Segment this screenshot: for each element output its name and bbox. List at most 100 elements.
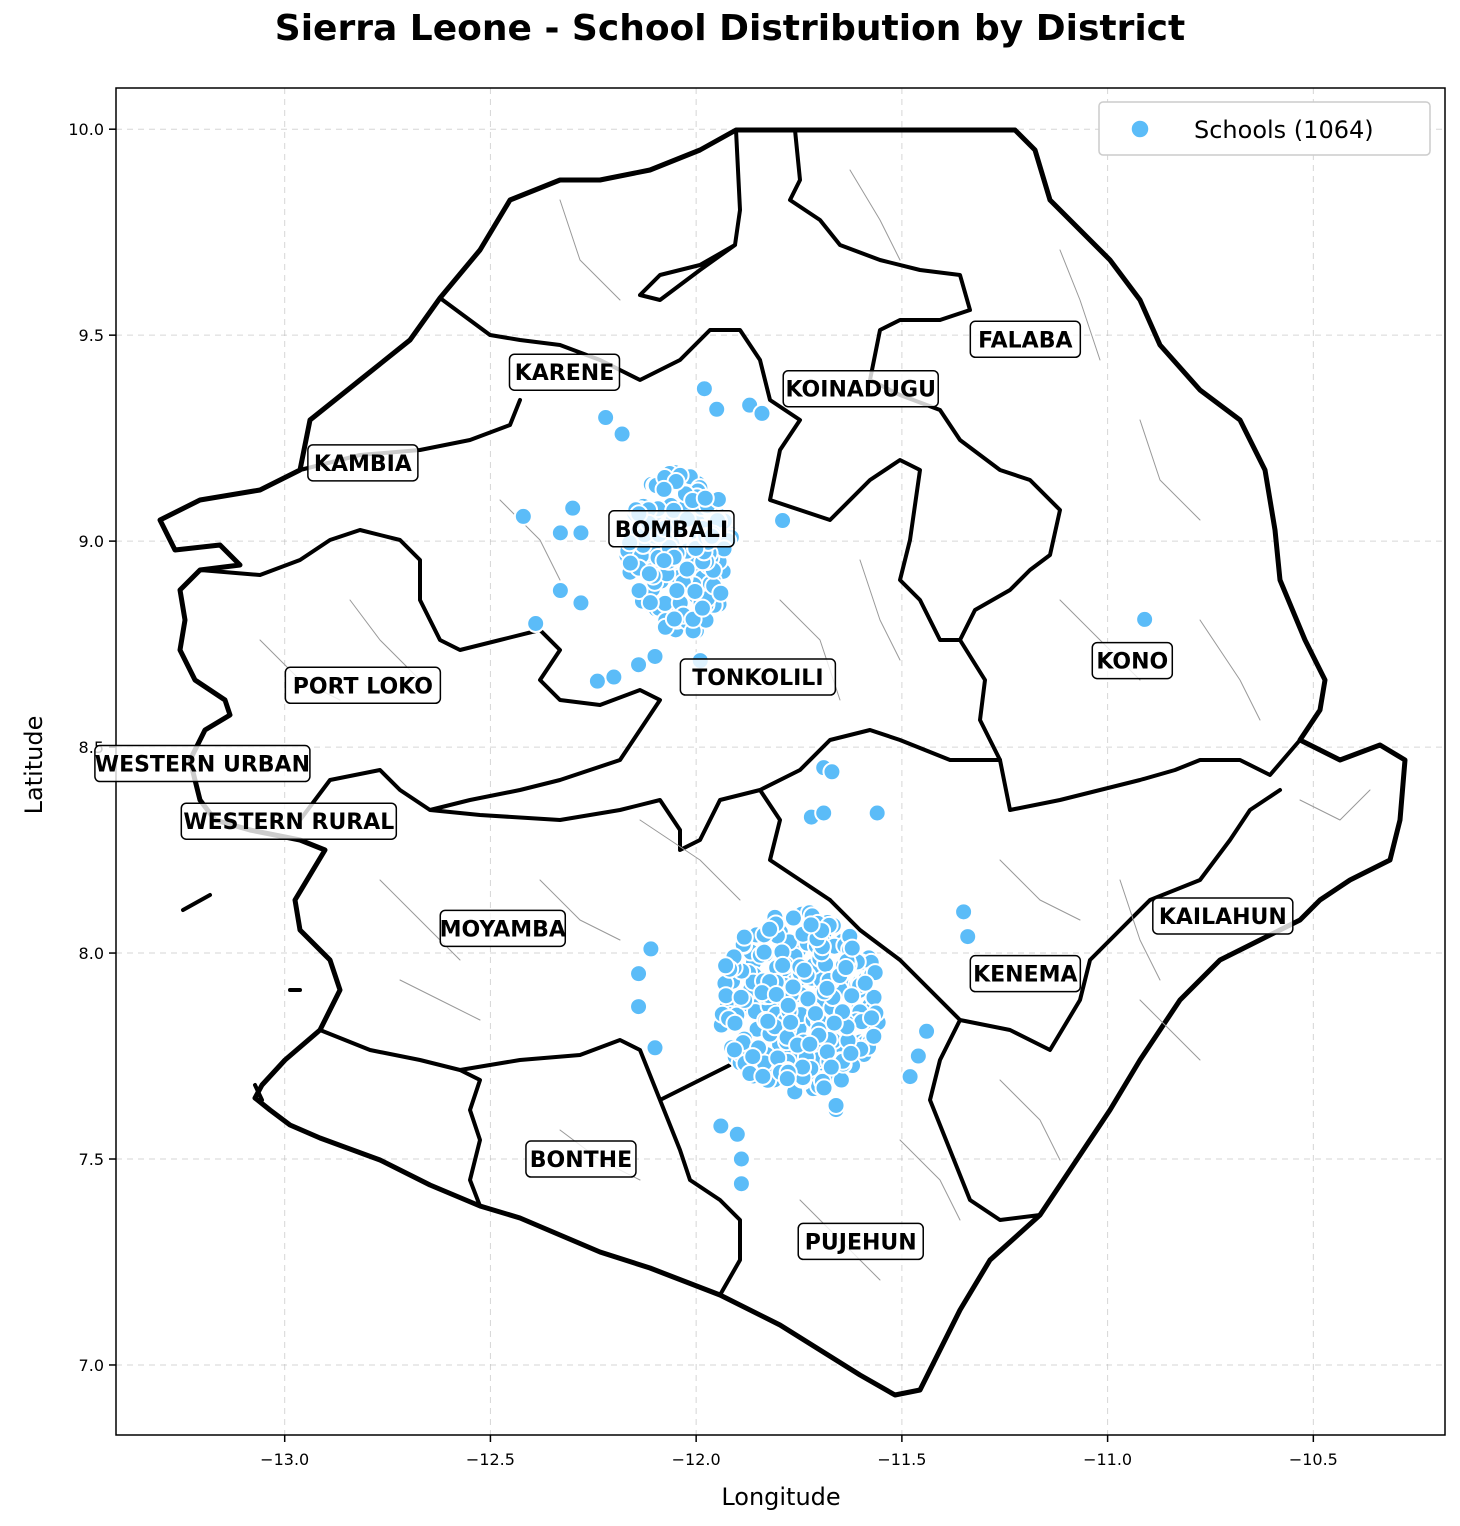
school-point bbox=[814, 803, 834, 823]
school-point bbox=[667, 581, 687, 601]
district-border-center bbox=[198, 296, 1002, 902]
school-point bbox=[862, 1008, 882, 1028]
school-point bbox=[783, 908, 803, 928]
district-label-box bbox=[525, 1140, 637, 1178]
school-point bbox=[842, 986, 862, 1006]
x-tick-label: −12.5 bbox=[466, 1450, 515, 1469]
school-point bbox=[629, 964, 649, 984]
district-boundaries bbox=[157, 127, 1408, 1398]
school-point bbox=[743, 1047, 763, 1067]
school-point bbox=[817, 978, 837, 998]
district-label: KENEMA bbox=[969, 954, 1082, 993]
school-point bbox=[620, 553, 640, 573]
district-label: BOMBALI bbox=[608, 510, 735, 548]
school-point bbox=[654, 551, 674, 571]
school-point bbox=[550, 581, 570, 601]
school-point bbox=[800, 1034, 820, 1054]
school-point bbox=[716, 956, 736, 976]
school-point bbox=[754, 942, 774, 962]
district-label: FALABA bbox=[969, 320, 1082, 359]
school-point bbox=[731, 1174, 751, 1194]
district-label-box bbox=[969, 954, 1082, 993]
legend: Schools (1064) bbox=[1098, 101, 1431, 156]
school-point bbox=[814, 1078, 834, 1098]
school-point bbox=[908, 1046, 928, 1066]
grid-lines bbox=[116, 88, 1445, 1435]
school-point bbox=[821, 1057, 841, 1077]
district-label-box bbox=[439, 909, 567, 948]
district-label-text: KAMBIA bbox=[314, 452, 412, 477]
school-point bbox=[766, 984, 786, 1004]
school-point bbox=[526, 614, 546, 634]
x-tick-label: −12.0 bbox=[672, 1450, 721, 1469]
coastal-islands bbox=[181, 893, 302, 1102]
school-point bbox=[758, 1011, 778, 1031]
x-tick-label: −10.5 bbox=[1289, 1450, 1338, 1469]
district-border-north bbox=[638, 128, 1302, 812]
y-tick-label: 9.0 bbox=[79, 532, 104, 551]
school-point bbox=[711, 1116, 731, 1136]
school-point bbox=[629, 655, 649, 675]
school-point bbox=[798, 989, 818, 1009]
school-point bbox=[783, 977, 803, 997]
y-tick-label: 8.0 bbox=[79, 944, 104, 963]
district-label-text: KONO bbox=[1096, 650, 1168, 675]
school-point bbox=[855, 973, 875, 993]
school-point bbox=[695, 488, 715, 508]
district-label-box bbox=[782, 369, 939, 408]
legend-label: Schools (1064) bbox=[1194, 116, 1374, 144]
y-tick-label: 7.5 bbox=[79, 1150, 104, 1169]
school-point bbox=[645, 646, 665, 666]
school-point bbox=[778, 995, 798, 1015]
legend-marker bbox=[1130, 119, 1150, 139]
school-point bbox=[781, 1012, 801, 1032]
district-label-box bbox=[508, 353, 621, 391]
district-label: BONTHE bbox=[525, 1140, 637, 1178]
district-label: TONKOLILI bbox=[679, 658, 837, 696]
school-point bbox=[801, 915, 821, 935]
district-label-box bbox=[284, 666, 442, 705]
school-point bbox=[958, 927, 978, 947]
school-point bbox=[900, 1067, 920, 1087]
district-label-text: MOYAMBA bbox=[440, 917, 566, 942]
district-label-box bbox=[679, 658, 837, 696]
legend-box bbox=[1098, 101, 1431, 156]
school-point bbox=[841, 1043, 861, 1063]
y-tick-label: 7.0 bbox=[79, 1356, 104, 1375]
district-label: PUJEHUN bbox=[797, 1222, 924, 1261]
school-point bbox=[571, 593, 591, 613]
school-point bbox=[654, 479, 674, 499]
district-label-text: BONTHE bbox=[530, 1148, 632, 1173]
district-label-box bbox=[307, 444, 419, 482]
school-point bbox=[864, 1026, 884, 1046]
district-label-text: KOINADUGU bbox=[786, 378, 936, 403]
school-point bbox=[1135, 609, 1155, 629]
district-label-box bbox=[94, 744, 311, 783]
school-point bbox=[640, 593, 660, 613]
y-axis-label: Latitude bbox=[20, 716, 48, 815]
district-label-text: FALABA bbox=[978, 328, 1072, 353]
school-point bbox=[752, 403, 772, 423]
district-label-text: KARENE bbox=[515, 361, 614, 386]
district-label: KAMBIA bbox=[307, 444, 419, 482]
school-point bbox=[596, 408, 616, 428]
school-point bbox=[734, 927, 754, 947]
axes: −13.0 −12.5 −12.0 −11.5 −11.0 −10.57.07.58.08… bbox=[68, 87, 1446, 1469]
school-point bbox=[629, 997, 649, 1017]
y-tick-label: 9.5 bbox=[79, 326, 104, 345]
district-label: KOINADUGU bbox=[782, 369, 939, 408]
school-point bbox=[587, 671, 607, 691]
school-point bbox=[917, 1021, 937, 1041]
district-labels: FALABA KARENE KOINADUGU KAMBIA BOMBALI KONO TO… bbox=[94, 320, 1294, 1261]
country-outline bbox=[157, 127, 1408, 1398]
school-point bbox=[867, 803, 887, 823]
district-label: WESTERN RURAL bbox=[180, 802, 398, 840]
district-label-box bbox=[608, 510, 735, 548]
school-point bbox=[777, 1069, 797, 1089]
school-point bbox=[571, 523, 591, 543]
school-point bbox=[685, 581, 705, 601]
school-point bbox=[731, 1149, 751, 1169]
district-label-text: PORT LOKO bbox=[293, 674, 433, 699]
district-label-text: BOMBALI bbox=[615, 518, 728, 543]
